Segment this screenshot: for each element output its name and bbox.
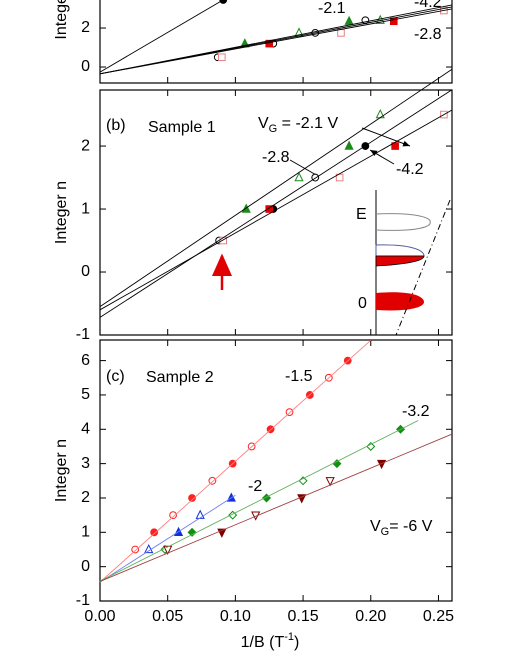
fit-line	[99, 89, 453, 318]
y-tick-label: 5	[81, 386, 90, 403]
annotation: (c)	[106, 368, 125, 385]
fit-line	[99, 494, 236, 583]
fit-line	[99, 8, 453, 75]
y-axis-label: Integer n	[53, 439, 70, 502]
annotation: -1.5	[285, 368, 313, 385]
x-axis-label-part: )	[294, 634, 299, 651]
annotation: -3.2	[402, 403, 430, 420]
data-point	[131, 545, 140, 554]
y-tick-label: -1	[76, 592, 90, 609]
x-tick-label: 0.25	[423, 608, 454, 625]
y-tick-label: 0	[81, 58, 90, 75]
annotation-part: V	[258, 115, 269, 132]
data-point	[337, 29, 345, 37]
data-point	[251, 511, 261, 521]
annotation-part: V	[370, 518, 381, 535]
data-point	[218, 53, 226, 62]
y-tick-label: 2	[81, 19, 90, 36]
y-tick-label: 0	[81, 558, 90, 575]
data-point	[344, 15, 354, 25]
annotation: 0	[358, 295, 367, 312]
plot-frame	[99, 0, 453, 84]
x-axis-label-part: -1	[284, 631, 294, 643]
fit-line	[99, 340, 372, 583]
y-axis-label: Integer n	[53, 0, 70, 40]
data-point	[332, 459, 342, 469]
x-tick-label: 0.05	[152, 608, 183, 625]
data-point	[150, 528, 159, 537]
data-point	[188, 494, 196, 502]
x-tick-label: 0.20	[355, 608, 386, 625]
annotation: Sample 2	[146, 369, 214, 386]
annotation: VG = -2.1 V	[258, 115, 338, 135]
annotation-part: = -6 V	[389, 518, 432, 535]
annotation: VG= -6 V	[370, 518, 433, 538]
annotation: E	[356, 206, 367, 223]
data-point	[195, 509, 205, 519]
data-point	[325, 477, 335, 487]
fit-line	[99, 433, 453, 582]
fit-line	[99, 0, 224, 73]
annotation: -4.2	[396, 161, 424, 178]
data-point	[344, 140, 354, 150]
y-tick-label: 2	[81, 137, 90, 154]
x-tick-label: 0.00	[84, 608, 115, 625]
x-axis-label-part: 1/B (T	[241, 634, 285, 651]
data-point	[375, 109, 385, 119]
data-point	[208, 476, 217, 485]
fit-line	[99, 109, 453, 311]
annotation: -2.8	[262, 149, 290, 166]
y-tick-label: 2	[81, 489, 90, 506]
fit-line	[99, 68, 453, 308]
y-tick-label: 3	[81, 455, 90, 472]
data-point	[144, 543, 154, 554]
annotation: -2	[248, 478, 262, 495]
data-point	[265, 205, 274, 213]
annotation: Sample 1	[148, 119, 216, 136]
data-point	[262, 493, 272, 503]
annotation-part: G	[269, 123, 278, 135]
annotation-part: = -2.1 V	[277, 115, 338, 132]
y-tick-label: 6	[81, 352, 90, 369]
x-axis-label: 1/B (T-1)	[241, 631, 300, 651]
y-tick-label: -1	[76, 326, 90, 343]
data-point	[187, 527, 197, 537]
y-tick-label: 4	[81, 421, 90, 438]
data-point	[366, 441, 376, 451]
y-axis-label: Integer n	[53, 181, 70, 244]
data-point	[169, 511, 178, 520]
plot-frame	[99, 339, 453, 602]
inset-schematic	[375, 190, 451, 336]
x-tick-label: 0.15	[288, 608, 319, 625]
annotation-part: G	[381, 526, 390, 538]
data-point	[294, 172, 304, 182]
annotation: (b)	[106, 117, 126, 134]
x-tick-label: 0.10	[220, 608, 251, 625]
annotation-arrows	[212, 127, 411, 290]
annotation: -2.8	[414, 26, 442, 43]
y-tick-label: 1	[81, 524, 90, 541]
y-tick-label: 0	[81, 263, 90, 280]
plot-area	[131, 356, 406, 556]
y-tick-label: 1	[81, 200, 90, 217]
fit-line	[99, 420, 419, 582]
annotation: -2.1	[318, 0, 346, 17]
plot-frame	[99, 89, 453, 336]
annotation: -4.2	[414, 0, 442, 11]
